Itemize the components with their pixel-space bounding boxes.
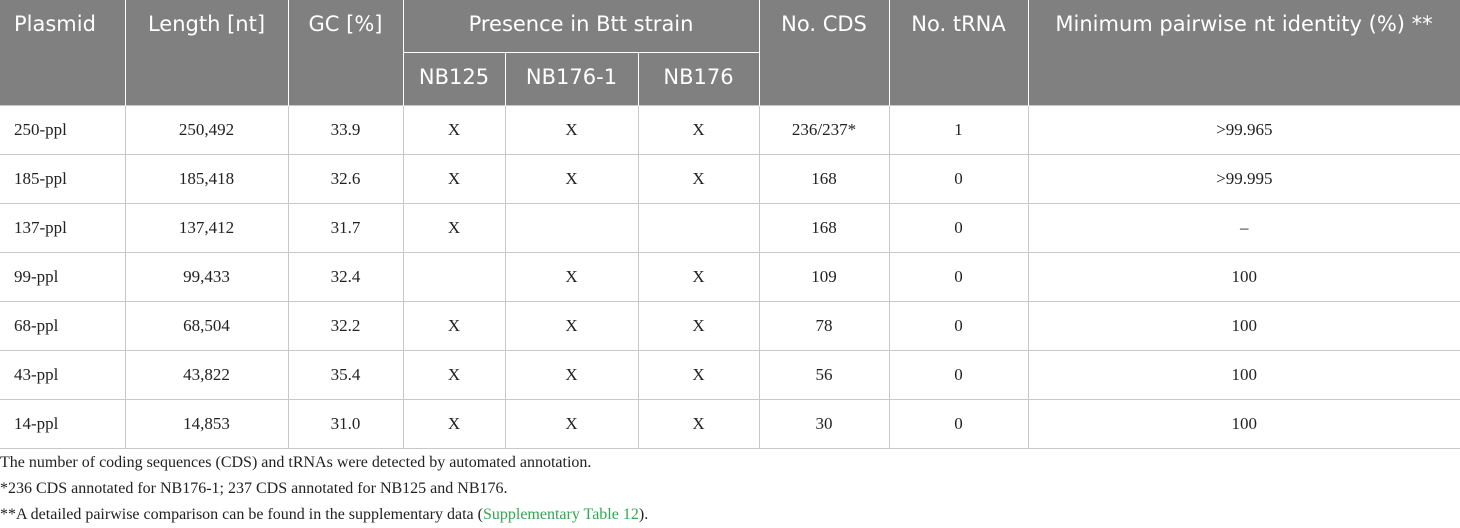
table-cell: 32.6 xyxy=(287,154,404,204)
table-row: 43-ppl 43,822 35.4 X X X 56 0 100 xyxy=(0,350,1460,400)
table-cell: 43-ppl xyxy=(0,350,126,400)
footnote: The number of coding sequences (CDS) and… xyxy=(0,454,592,471)
table-cell: 0 xyxy=(888,154,1029,204)
table-cell: 250-ppl xyxy=(0,105,126,155)
footnotes: The number of coding sequences (CDS) and… xyxy=(0,450,648,528)
header-row: NB125 NB176-1 NB176 xyxy=(0,52,1460,106)
table-cell: 137,412 xyxy=(124,203,289,253)
footnote: **A detailed pairwise comparison can be … xyxy=(0,502,648,528)
table-cell: >99.995 xyxy=(1027,154,1460,204)
table-cell: 100 xyxy=(1027,399,1460,449)
table-cell: 99,433 xyxy=(124,252,289,302)
table-cell: X xyxy=(504,154,639,204)
table-header: Plasmid Length [nt] GC [%] Presence in Btt … xyxy=(0,0,1460,106)
table-cell: 168 xyxy=(758,203,890,253)
table-cell: 99-ppl xyxy=(0,252,126,302)
table-row: 137-ppl 137,412 31.7 X 168 0– xyxy=(0,203,1460,253)
table-cell: – xyxy=(1027,203,1460,253)
table-cell: 100 xyxy=(1027,252,1460,302)
table-cell: 100 xyxy=(1027,350,1460,400)
table-cell: X xyxy=(402,301,506,351)
table-cell: X xyxy=(637,350,760,400)
table-cell: 56 xyxy=(758,350,890,400)
table-cell: 0 xyxy=(888,350,1029,400)
table-cell: 32.2 xyxy=(287,301,404,351)
header-cell: Length [nt] xyxy=(124,0,289,106)
header-row: Plasmid Length [nt] GC [%] Presence in Btt … xyxy=(0,0,1460,106)
table-cell: X xyxy=(637,301,760,351)
table-cell: 185,418 xyxy=(124,154,289,204)
table-cell: 137-ppl xyxy=(0,203,126,253)
table-cell: X xyxy=(637,252,760,302)
header-cell: NB125 xyxy=(402,52,506,106)
table-row: 68-ppl 68,504 32.2 X X X 78 0 100 xyxy=(0,301,1460,351)
table-cell: 14,853 xyxy=(124,399,289,449)
table-cell: 100 xyxy=(1027,301,1460,351)
table-cell xyxy=(504,203,639,253)
table-cell: 31.0 xyxy=(287,399,404,449)
table-cell: 236/237* xyxy=(758,105,890,155)
header-cell: Plasmid xyxy=(0,0,126,106)
table-cell: 1 xyxy=(888,105,1029,155)
table-cell: X xyxy=(402,105,506,155)
table-cell: X xyxy=(402,203,506,253)
table-cell: 30 xyxy=(758,399,890,449)
table-cell: 0 xyxy=(888,301,1029,351)
table-cell: 250,492 xyxy=(124,105,289,155)
table-row: 99-ppl 99,433 32.4 X X 109 0 100 xyxy=(0,252,1460,302)
table-cell: 32.4 xyxy=(287,252,404,302)
table-cell: X xyxy=(504,105,639,155)
table-body: 250-ppl 250,492 33.9 X X X 236/237* 1 >99.965 185… xyxy=(0,105,1460,449)
table-row: 14-ppl 14,853 31.0 X X X 30 0 100 xyxy=(0,399,1460,449)
table-row: 185-ppl 185,418 32.6 X X X 168 0 >99.995 xyxy=(0,154,1460,204)
table-cell: X xyxy=(504,301,639,351)
table-cell: X xyxy=(637,154,760,204)
table-cell xyxy=(402,252,506,302)
table-cell: X xyxy=(504,399,639,449)
table-cell: X xyxy=(402,350,506,400)
table-row: 250-ppl 250,492 33.9 X X X 236/237* 1 >99.965 xyxy=(0,105,1460,155)
header-cell: Presence in Btt strain xyxy=(402,0,760,53)
table-cell: 68,504 xyxy=(124,301,289,351)
table-cell: 33.9 xyxy=(287,105,404,155)
footnote-text: ). xyxy=(638,506,649,523)
table-cell: 14-ppl xyxy=(0,399,126,449)
header-cell: NB176 xyxy=(637,52,760,106)
header-cell: GC [%] xyxy=(287,0,404,106)
table-cell: X xyxy=(504,252,639,302)
header-cell: No. tRNA xyxy=(888,0,1029,106)
table-cell: 0 xyxy=(888,399,1029,449)
table-cell: X xyxy=(504,350,639,400)
table-cell: 109 xyxy=(758,252,890,302)
header-cell: NB176-1 xyxy=(504,52,639,106)
footnote-text: **A detailed pairwise comparison can be … xyxy=(0,506,483,523)
table-cell: X xyxy=(402,154,506,204)
table-cell: 0 xyxy=(888,252,1029,302)
table-cell: X xyxy=(637,399,760,449)
table-cell: X xyxy=(402,399,506,449)
table-cell: >99.965 xyxy=(1027,105,1460,155)
header-cell: No. CDS xyxy=(758,0,890,106)
table-cell: 31.7 xyxy=(287,203,404,253)
table-cell: 78 xyxy=(758,301,890,351)
footnote: *236 CDS annotated for NB176-1; 237 CDS … xyxy=(0,480,508,497)
table-cell: 68-ppl xyxy=(0,301,126,351)
table-cell: 35.4 xyxy=(287,350,404,400)
data-table: Plasmid Length [nt] GC [%] Presence in Btt … xyxy=(0,0,1460,449)
header-cell: Minimum pairwise nt identity (%) ** xyxy=(1027,0,1460,106)
footnote-link: Supplementary Table 12 xyxy=(482,506,639,523)
table-cell: 185-ppl xyxy=(0,154,126,204)
table-cell: 168 xyxy=(758,154,890,204)
table-cell: X xyxy=(637,105,760,155)
table-cell: 0 xyxy=(888,203,1029,253)
table-cell xyxy=(637,203,760,253)
table-cell: 43,822 xyxy=(124,350,289,400)
